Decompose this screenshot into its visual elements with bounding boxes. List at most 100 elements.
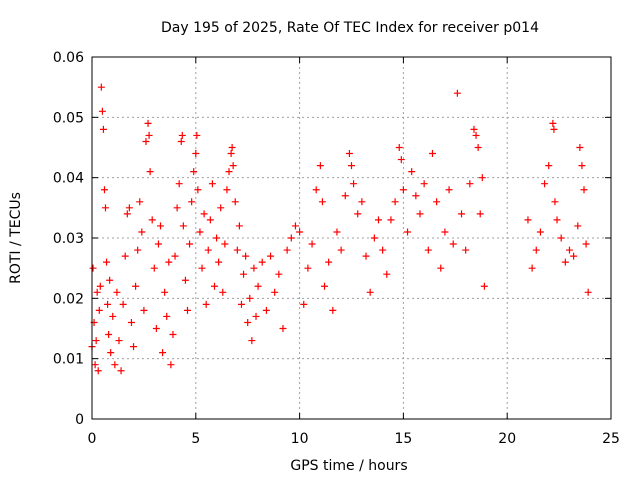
data-point: [89, 264, 97, 272]
data-point: [140, 306, 148, 314]
data-point: [387, 216, 395, 224]
data-point: [163, 312, 171, 320]
chart-title: Day 195 of 2025, Rate Of TEC Index for r…: [161, 20, 539, 36]
data-point: [229, 162, 237, 170]
data-point: [408, 168, 416, 176]
data-point: [144, 119, 152, 127]
data-point: [198, 264, 206, 272]
data-point: [177, 137, 185, 145]
data-point: [267, 252, 275, 260]
data-point: [161, 288, 169, 296]
data-point: [194, 186, 202, 194]
data-point: [391, 198, 399, 206]
data-point: [159, 349, 167, 357]
data-point: [300, 300, 308, 308]
data-point: [119, 300, 127, 308]
data-point: [428, 150, 436, 158]
data-point: [242, 252, 250, 260]
data-point: [210, 282, 218, 290]
data-point: [202, 300, 210, 308]
data-point: [580, 186, 588, 194]
data-point: [167, 361, 175, 369]
data-point: [279, 325, 287, 332]
data-point: [466, 180, 474, 188]
data-point: [94, 367, 102, 375]
data-point: [219, 288, 227, 296]
data-point: [91, 361, 99, 369]
data-point: [584, 288, 592, 296]
data-point: [186, 240, 194, 248]
y-tick-label: 0.03: [53, 231, 84, 247]
data-point: [397, 156, 405, 164]
data-point: [296, 228, 304, 236]
data-point: [227, 150, 235, 158]
data-point: [173, 204, 181, 212]
data-point: [275, 270, 283, 278]
data-point: [121, 252, 129, 260]
data-point: [223, 186, 231, 194]
data-point: [304, 264, 312, 272]
data-point: [100, 186, 108, 194]
data-point: [341, 192, 349, 200]
data-point: [101, 204, 109, 212]
data-point: [383, 270, 391, 278]
data-point: [576, 144, 584, 151]
data-point: [358, 198, 366, 206]
data-point: [476, 210, 484, 218]
grid-lines: [92, 57, 611, 419]
axis-ticks: 0 0.01 0.02 0.03 0.04 0.05 0.06 0 5 10 15 20 25: [53, 50, 620, 447]
data-point: [92, 337, 100, 345]
data-point: [449, 240, 457, 248]
data-point: [545, 162, 553, 170]
data-point: [148, 216, 156, 224]
data-point: [178, 131, 186, 139]
data-point: [213, 234, 221, 242]
data-point: [138, 228, 146, 236]
data-point: [183, 306, 191, 314]
data-point: [345, 150, 353, 158]
x-tick-label: 15: [394, 431, 412, 447]
x-tick-label: 0: [88, 431, 97, 447]
data-point: [420, 180, 428, 188]
data-point: [107, 349, 115, 357]
data-point: [123, 210, 131, 218]
data-point: [181, 276, 189, 284]
data-point: [350, 180, 358, 188]
data-point: [196, 228, 204, 236]
data-point: [246, 294, 254, 302]
data-point: [399, 186, 407, 194]
data-point: [96, 282, 104, 290]
data-point: [551, 198, 559, 206]
data-point: [145, 131, 153, 139]
data-point: [480, 282, 488, 290]
data-point: [528, 264, 536, 272]
data-point: [175, 180, 183, 188]
data-point: [117, 367, 125, 375]
data-point: [221, 240, 229, 248]
data-point: [204, 246, 212, 254]
data-point: [106, 276, 114, 284]
data-point: [578, 162, 586, 170]
data-point: [179, 222, 187, 230]
data-point: [111, 361, 119, 369]
data-point: [132, 282, 140, 290]
y-tick-label: 0.06: [53, 50, 84, 66]
data-point: [348, 162, 355, 170]
data-point: [206, 216, 214, 224]
data-point: [316, 162, 324, 170]
data-point: [165, 258, 173, 266]
data-point: [354, 210, 362, 218]
data-point: [437, 264, 445, 272]
data-point: [115, 337, 123, 345]
data-point: [379, 246, 387, 254]
data-point: [574, 222, 582, 230]
data-point: [127, 318, 135, 326]
data-point: [134, 246, 142, 254]
data-point: [152, 325, 160, 332]
data-point: [561, 258, 569, 266]
data-point: [93, 288, 101, 296]
data-point: [337, 246, 345, 254]
x-tick-label: 10: [291, 431, 309, 447]
data-point: [95, 306, 103, 314]
data-point: [237, 300, 245, 308]
